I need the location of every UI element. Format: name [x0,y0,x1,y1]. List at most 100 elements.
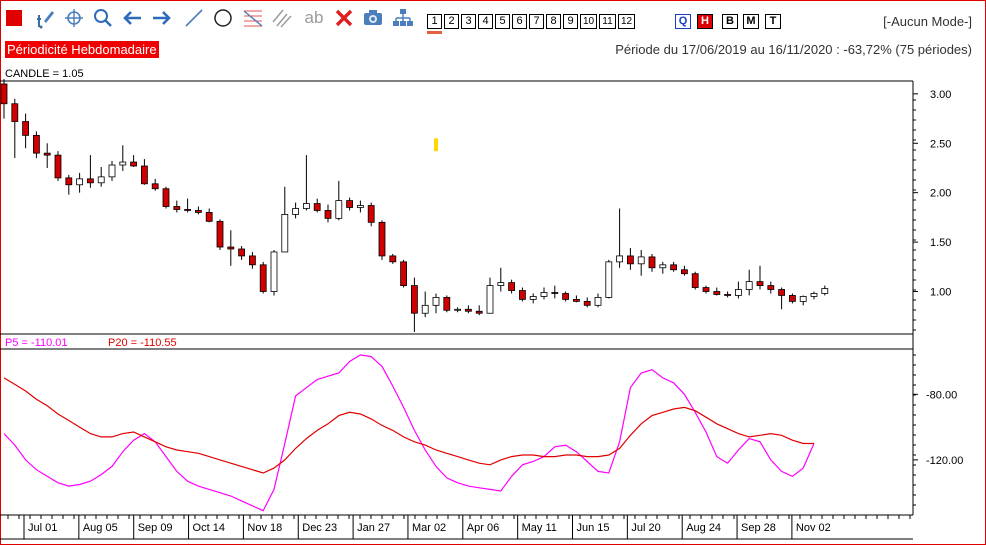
x-tick-label: Aug 24 [686,522,721,534]
layout-button-10[interactable]: 10 [580,14,597,29]
selected-layout-indicator [427,31,442,34]
indicator-y-ticks: -80.00 -120.00 [913,354,963,506]
candle-body [810,293,818,297]
pencil-cursor-icon[interactable] [35,6,57,30]
p5-line [3,354,815,512]
x-tick-label: Apr 06 [467,522,499,534]
candle-body [540,292,548,297]
indicator-y-tick-label: -80.00 [926,389,957,401]
candle-body [108,164,116,178]
candle-body [130,161,138,167]
candle-body [821,288,829,294]
layout-button-1[interactable]: 1 [427,14,442,29]
x-tick-label: Sep 09 [138,522,173,534]
candle-body [756,281,764,286]
candle-body [33,134,40,154]
price-y-tick-label: 2.00 [930,188,951,200]
candle-body [400,261,408,286]
price-y-tick-label: 3.00 [930,89,951,101]
indicator-lines [3,354,815,512]
mode-button-q[interactable]: Q [675,14,691,29]
layout-button-3[interactable]: 3 [461,14,476,29]
arrow-right-icon[interactable] [151,6,173,30]
candle-body [302,203,310,209]
circle-icon[interactable] [212,6,234,30]
hierarchy-icon[interactable] [392,6,414,30]
candle-body [238,248,246,257]
candle-body [778,289,785,296]
candle-body [670,264,677,271]
x-tick-label: Jun 15 [577,522,610,534]
period-summary: Période du 17/06/2019 au 16/11/2020 : -6… [615,42,972,57]
layout-button-8[interactable]: 8 [546,14,561,29]
candle-body [259,264,267,292]
x-ticks: Jul 01 Aug 05 Sep 09 Oct 14 Nov 18 Dec 23 Jan … [7,515,911,539]
layout-button-11[interactable]: 11 [599,14,616,29]
candle-body [140,165,148,185]
candle-body [151,183,159,190]
candle-body [194,210,202,213]
candle-body [65,177,73,186]
mode-button-h[interactable]: H [697,14,713,29]
layout-selector: 1 2 3 4 5 6 7 8 9 10 11 12 [427,14,667,34]
candle-body [443,297,451,311]
candle-body [767,285,775,290]
candle-body [691,273,699,288]
candle-body [97,176,105,184]
candle-body [637,256,645,265]
zoom-icon[interactable] [92,6,114,30]
layout-button-4[interactable]: 4 [478,14,493,29]
text-tool-icon[interactable]: ab [301,6,327,30]
fibonacci-icon[interactable] [242,6,264,30]
mode-label: [-Aucun Mode-] [883,14,972,29]
arrow-left-icon[interactable] [121,6,143,30]
price-y-tick-label: 1.50 [930,237,951,249]
candle-body [648,256,656,269]
mode-button-t[interactable]: T [765,14,781,29]
delete-icon[interactable] [333,6,355,30]
candle-body [378,221,386,257]
candle-body [702,287,710,292]
layout-button-9[interactable]: 9 [563,14,578,29]
x-tick-label: Aug 05 [83,522,118,534]
candle-body [248,255,256,266]
x-tick-label: Mar 02 [412,522,446,534]
candle-body [583,300,591,306]
mode-button-b[interactable]: B [722,14,738,29]
color-square-icon[interactable] [3,6,25,30]
layout-button-5[interactable]: 5 [495,14,510,29]
candle-body [270,251,278,292]
layout-button-12[interactable]: 12 [618,14,635,29]
yellow-marker [434,138,438,152]
x-tick-label: Nov 02 [796,522,831,534]
x-tick-label: Dec 23 [302,522,337,534]
crosshair-icon[interactable] [63,6,85,30]
candle-body [616,255,623,263]
trendline-icon[interactable] [183,6,205,30]
candle-body [281,214,289,253]
candle-body [421,304,429,314]
layout-button-2[interactable]: 2 [444,14,459,29]
candle-body [594,297,602,306]
layout-button-6[interactable]: 6 [512,14,527,29]
periodicity-label[interactable]: Périodicité Hebdomadaire [5,41,159,58]
candle-body [735,289,742,296]
candle-body [475,310,483,314]
candle-body [745,281,753,290]
channel-icon[interactable] [271,6,293,30]
camera-icon[interactable] [362,6,384,30]
candle-body [799,296,807,302]
price-y-tick-label: 2.50 [930,138,951,150]
layout-button-7[interactable]: 7 [529,14,544,29]
mode-button-m[interactable]: M [743,14,759,29]
candle-body [162,188,170,207]
candle-body [605,261,613,298]
candle-body [529,296,537,300]
candle-body [205,212,213,222]
candle-body [508,282,516,291]
candle-body [335,200,343,219]
text-tool-label: ab [304,8,324,27]
x-tick-label: Nov 18 [247,522,282,534]
candle-body [562,293,569,300]
